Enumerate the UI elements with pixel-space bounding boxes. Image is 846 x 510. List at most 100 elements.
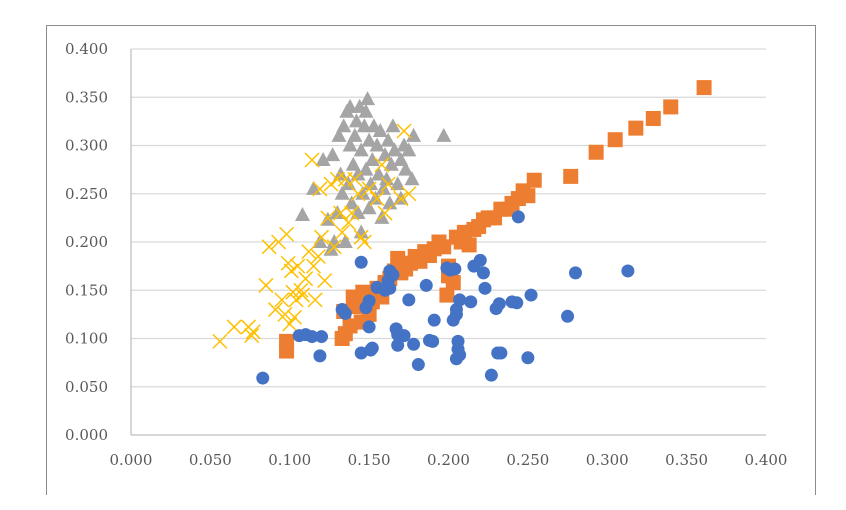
point-triangle xyxy=(372,123,388,138)
point-square xyxy=(439,287,455,303)
point-circle xyxy=(402,293,416,307)
point-circle xyxy=(365,341,379,355)
point-x xyxy=(310,248,326,265)
point-triangle xyxy=(361,132,377,147)
point-triangle xyxy=(333,166,349,181)
point-triangle xyxy=(347,127,363,142)
x-axis-ticks: 0.000 0.050 0.100 0.150 0.200 0.250 0.300 0.350… xyxy=(110,451,788,469)
point-x xyxy=(333,205,349,221)
series-x xyxy=(212,123,417,349)
point-circle xyxy=(476,266,490,280)
point-x xyxy=(274,292,290,308)
y-tick-label: 0.200 xyxy=(65,233,108,251)
point-x xyxy=(329,171,345,187)
point-x xyxy=(323,176,339,192)
point-x xyxy=(393,191,409,207)
point-square xyxy=(663,99,679,115)
x-tick-label: 0.050 xyxy=(189,451,232,469)
point-circle xyxy=(464,295,478,309)
point-x xyxy=(396,123,412,139)
point-triangle xyxy=(342,98,358,113)
data-points xyxy=(212,80,712,385)
point-x xyxy=(244,328,260,344)
point-triangle xyxy=(364,151,380,166)
series-circle xyxy=(256,210,635,385)
point-circle xyxy=(561,309,575,323)
point-triangle xyxy=(361,200,377,215)
x-tick-label: 0.100 xyxy=(268,451,311,469)
point-x xyxy=(258,277,274,293)
point-square xyxy=(461,237,477,253)
x-tick-label: 0.400 xyxy=(745,451,788,469)
point-circle xyxy=(256,371,270,385)
y-tick-label: 0.150 xyxy=(65,281,108,299)
point-square xyxy=(628,120,644,136)
y-tick-label: 0.250 xyxy=(65,185,108,203)
point-triangle xyxy=(315,151,331,166)
point-circle xyxy=(449,352,463,366)
point-triangle xyxy=(345,156,361,171)
series-triangle xyxy=(294,91,452,256)
x-tick-label: 0.300 xyxy=(586,451,629,469)
y-tick-label: 0.050 xyxy=(65,378,108,396)
point-triangle xyxy=(371,166,387,181)
point-x xyxy=(361,181,377,197)
point-square xyxy=(436,239,452,255)
point-x xyxy=(317,273,333,289)
point-triangle xyxy=(294,206,310,221)
point-x xyxy=(313,229,330,245)
point-x xyxy=(312,181,328,197)
point-x xyxy=(340,215,357,231)
point-triangle xyxy=(369,137,385,152)
point-triangle xyxy=(331,127,347,142)
point-triangle xyxy=(350,166,366,181)
point-triangle xyxy=(312,234,328,248)
point-square xyxy=(279,333,295,349)
point-circle xyxy=(315,330,328,344)
point-triangle xyxy=(383,156,399,171)
point-x xyxy=(290,258,306,274)
point-circle xyxy=(397,329,411,343)
point-circle xyxy=(386,268,400,282)
point-triangle xyxy=(358,161,374,176)
point-x xyxy=(288,292,304,308)
point-x xyxy=(245,324,261,340)
point-x xyxy=(286,309,303,325)
point-circle xyxy=(473,253,487,267)
x-tick-label: 0.250 xyxy=(506,451,549,469)
point-circle xyxy=(569,266,582,280)
point-triangle xyxy=(360,91,376,106)
point-triangle xyxy=(353,224,369,239)
y-tick-label: 0.300 xyxy=(65,137,108,155)
point-triangle xyxy=(323,241,339,256)
point-x xyxy=(226,319,242,335)
point-x xyxy=(304,152,320,168)
point-x xyxy=(282,316,298,332)
point-x xyxy=(344,205,360,221)
point-x xyxy=(293,282,309,298)
point-square xyxy=(696,80,712,96)
point-circle xyxy=(427,313,441,327)
point-x xyxy=(267,302,283,318)
point-circle xyxy=(492,297,506,311)
point-circle xyxy=(448,262,462,276)
point-x xyxy=(306,258,322,274)
point-triangle xyxy=(356,118,372,133)
point-circle xyxy=(338,306,352,320)
point-x xyxy=(353,229,369,245)
point-x xyxy=(298,271,314,287)
point-circle xyxy=(524,288,538,302)
point-square xyxy=(520,188,536,204)
y-tick-label: 0.000 xyxy=(65,426,108,444)
y-tick-label: 0.100 xyxy=(65,330,108,348)
y-axis-ticks: 0.000 0.050 0.100 0.150 0.200 0.250 0.300 0.350… xyxy=(65,40,108,444)
point-x xyxy=(283,263,299,279)
point-circle xyxy=(426,334,440,348)
point-circle xyxy=(521,351,535,365)
point-x xyxy=(374,157,390,173)
point-triangle xyxy=(377,147,393,162)
point-x xyxy=(380,176,396,192)
point-circle xyxy=(305,330,319,344)
point-triangle xyxy=(326,234,342,248)
point-x xyxy=(347,171,363,187)
